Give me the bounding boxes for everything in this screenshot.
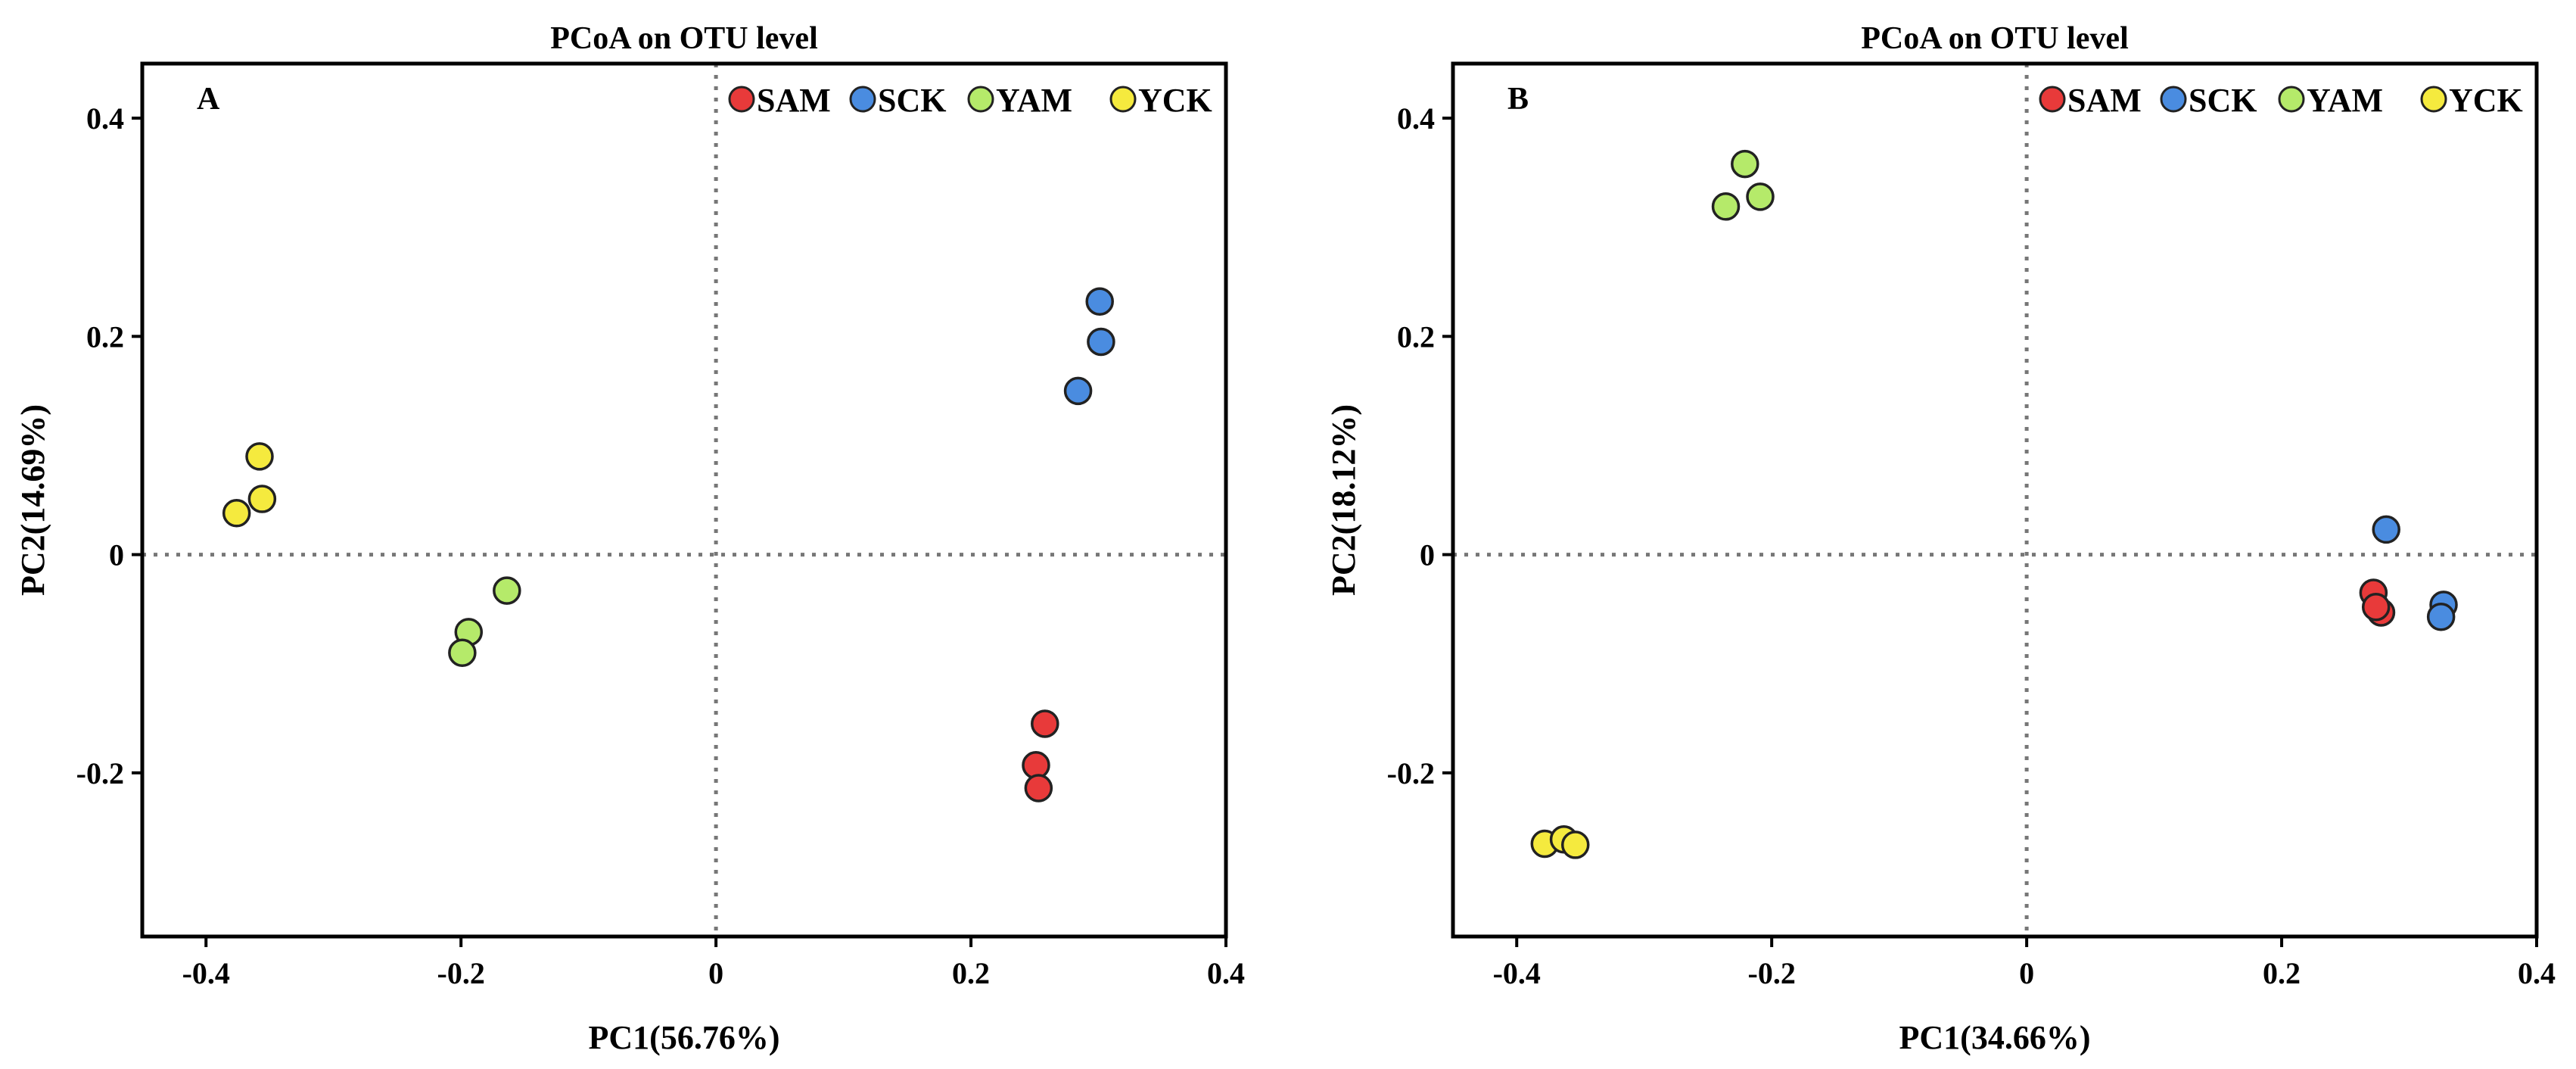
x-tick-label: -0.4 [1493, 956, 1541, 990]
y-tick-label: 0.2 [86, 319, 124, 354]
panel-label: B [1507, 82, 1529, 117]
data-point-yam [493, 576, 521, 605]
legend-marker-sam [728, 86, 755, 113]
legend-label-yam: YAM [2307, 82, 2383, 119]
legend-label-sck: SCK [878, 82, 946, 119]
y-tick-label: 0.4 [1397, 101, 1435, 136]
y-axis-title: PC2(18.12%) [1325, 404, 1362, 596]
x-tick-label: 0 [2019, 956, 2034, 990]
x-tick-label: -0.4 [182, 956, 230, 990]
legend-label-sck: SCK [2189, 82, 2257, 119]
legend-label-sam: SAM [757, 82, 831, 119]
plot-frame [140, 61, 1228, 939]
legend: SAM SCK YAM YCK [2039, 82, 2523, 119]
data-point-yam [1731, 149, 1759, 179]
data-point-sck [1087, 327, 1115, 357]
x-tick-label: -0.2 [437, 956, 485, 990]
x-axis-title: PC1(56.76%) [589, 1019, 780, 1056]
x-axis-title: PC1(34.66%) [1899, 1019, 2091, 1056]
legend-marker-yck [2420, 86, 2447, 113]
data-point-yam [448, 638, 477, 668]
legend: SAM SCK YAM YCK [728, 82, 1212, 119]
legend-label-yck: YCK [1138, 82, 1212, 119]
plot-frame [1451, 61, 2539, 939]
panel-label: A [197, 82, 220, 117]
legend-marker-yam [967, 86, 994, 113]
data-point-sam [1031, 709, 1059, 738]
data-point-yam [1746, 182, 1775, 211]
legend-label-sam: SAM [2067, 82, 2142, 119]
x-tick-label: 0 [708, 956, 723, 990]
data-point-yck [247, 485, 277, 513]
y-tick-label: 0 [109, 538, 124, 572]
data-point-yck [222, 499, 251, 528]
y-axis-title: PC2(14.69%) [14, 404, 51, 596]
y-tick-label: 0.2 [1397, 319, 1435, 354]
data-point-yck [1560, 831, 1590, 859]
data-point-sck [1063, 376, 1093, 406]
y-tick-label: -0.2 [76, 756, 124, 790]
data-point-sck [1085, 287, 1114, 316]
legend-label-yam: YAM [996, 82, 1072, 119]
y-tick-label: 0.4 [86, 101, 124, 136]
legend-marker-sam [2039, 86, 2066, 113]
y-tick-label: 0 [1420, 538, 1435, 572]
data-point-sck [2426, 602, 2456, 631]
y-tick-label: -0.2 [1387, 756, 1435, 790]
legend-marker-yck [1109, 86, 1137, 113]
x-tick-label: -0.2 [1748, 956, 1796, 990]
data-point-sam [2361, 592, 2391, 622]
x-tick-label: 0.2 [2263, 956, 2301, 990]
legend-marker-yam [2278, 86, 2305, 113]
x-tick-label: 0.2 [952, 956, 990, 990]
data-point-sam [1024, 774, 1053, 803]
pcoa-panel-a: PCoA on OTU level -0.4 -0.2 0 0.2 0.4 -0.2 0 0.2… [14, 21, 1245, 1056]
legend-marker-sck [2160, 86, 2187, 113]
data-point-yam [1711, 192, 1741, 221]
legend-marker-sck [849, 86, 876, 113]
data-point-sck [2372, 515, 2400, 544]
x-tick-label: 0.4 [2518, 956, 2556, 990]
data-point-yck [245, 442, 274, 471]
pcoa-panel-b: PCoA on OTU level -0.4 -0.2 0 0.2 0.4 -0.2 0 0.2… [1325, 21, 2556, 1056]
chart-title: PCoA on OTU level [1861, 21, 2129, 56]
legend-label-yck: YCK [2449, 82, 2523, 119]
chart-title: PCoA on OTU level [550, 21, 818, 56]
x-tick-label: 0.4 [1207, 956, 1245, 990]
